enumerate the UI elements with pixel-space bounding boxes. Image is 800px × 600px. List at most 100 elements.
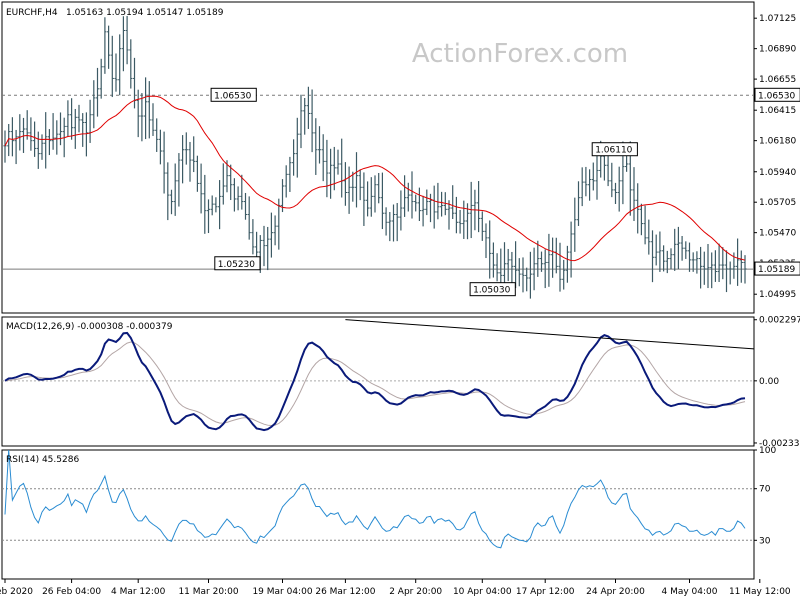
price-bar xyxy=(636,183,640,234)
price-bar xyxy=(643,205,647,245)
price-y-tick-label: 1.07125 xyxy=(759,14,796,24)
price-bar xyxy=(366,181,370,217)
price-bar xyxy=(517,258,521,287)
price-bar xyxy=(440,191,444,217)
price-bar xyxy=(654,234,658,266)
price-bar xyxy=(343,162,347,206)
price-bar xyxy=(210,195,214,216)
price-bar xyxy=(347,166,351,214)
price-bar xyxy=(617,166,621,212)
price-bar xyxy=(158,129,162,165)
x-tick-label: 2 Apr 20:00 xyxy=(389,587,442,597)
price-bar xyxy=(569,221,573,278)
price-bar xyxy=(321,134,325,182)
price-bar xyxy=(391,204,396,242)
price-bar xyxy=(436,182,440,220)
price-bar xyxy=(573,197,577,252)
x-tick-label: 4 Mar 12:00 xyxy=(111,587,166,597)
price-bar xyxy=(173,163,177,216)
price-bar xyxy=(310,89,314,153)
rsi-panel-frame xyxy=(1,449,755,580)
price-bar xyxy=(580,167,584,207)
price-callout-text: 1.06530 xyxy=(214,91,251,101)
rsi-y-tick-label: 30 xyxy=(759,536,771,546)
price-bar xyxy=(736,238,740,286)
macd-y-tick-label: 0.00 xyxy=(759,377,779,387)
symbol-label: EURCHF,H4 xyxy=(6,8,58,18)
price-bar xyxy=(706,243,710,289)
price-level-badge-box xyxy=(754,261,800,276)
price-bar xyxy=(55,120,59,155)
price-bar xyxy=(155,118,159,152)
price-bar xyxy=(236,186,240,211)
price-bar xyxy=(610,162,614,198)
price-bar xyxy=(625,155,629,172)
price-level-badge: 1.06530 xyxy=(754,87,800,102)
price-bar xyxy=(325,139,329,198)
price-bar xyxy=(162,131,166,194)
price-callout-box xyxy=(214,256,261,271)
price-bar xyxy=(10,117,14,157)
price-bar xyxy=(576,181,581,226)
price-bar xyxy=(547,233,551,287)
price-bar xyxy=(369,177,373,217)
macd-trendline xyxy=(345,319,755,350)
price-bar xyxy=(506,248,510,282)
price-bar xyxy=(488,220,492,279)
price-bar xyxy=(514,241,518,289)
rsi-line xyxy=(4,449,746,549)
price-bar xyxy=(543,249,547,289)
price-bar xyxy=(306,86,310,129)
price-bar xyxy=(18,114,22,151)
price-bar xyxy=(484,223,488,259)
price-bar xyxy=(214,197,218,213)
price-bar xyxy=(713,250,717,282)
price-bar xyxy=(691,252,695,272)
price-bar xyxy=(192,136,196,173)
price-bar xyxy=(188,141,192,182)
price-bar xyxy=(351,171,355,202)
price-bar xyxy=(373,175,377,213)
price-y-tick-label: 1.05940 xyxy=(759,168,796,178)
price-bar xyxy=(595,153,599,200)
price-bar xyxy=(665,250,669,274)
price-bar xyxy=(262,225,266,267)
price-bar xyxy=(99,58,103,99)
price-bar xyxy=(680,235,684,261)
price-bar xyxy=(288,156,292,192)
price-bar xyxy=(273,215,277,246)
price-level-badge: 1.05189 xyxy=(754,261,800,276)
price-bar xyxy=(399,190,403,231)
x-tick-label: 11 May 12:00 xyxy=(729,587,791,597)
price-level-badge-text: 1.05189 xyxy=(758,265,795,275)
price-bar xyxy=(73,108,77,149)
price-bar xyxy=(650,230,655,283)
price-bar xyxy=(7,124,11,157)
price-bar xyxy=(44,112,48,169)
price-bar xyxy=(199,163,203,214)
price-callout-text: 1.05230 xyxy=(218,260,255,270)
price-bar xyxy=(591,162,595,191)
price-bar xyxy=(451,185,455,220)
macd-panel-frame xyxy=(1,316,755,447)
price-y-tick-label: 1.06890 xyxy=(759,45,796,55)
price-bar xyxy=(336,149,340,175)
x-tick-label: 26 Feb 04:00 xyxy=(42,587,101,597)
price-bar xyxy=(388,211,392,242)
x-tick-label: 24 Apr 20:00 xyxy=(586,587,645,597)
rsi-y-tick-label: 70 xyxy=(759,485,771,495)
price-bar xyxy=(528,251,532,299)
price-bar xyxy=(395,203,399,242)
x-tick-label: 18 Feb 2020 xyxy=(0,587,33,597)
price-bar xyxy=(243,192,248,220)
price-bar xyxy=(354,152,359,208)
price-bar xyxy=(584,166,588,197)
price-bar xyxy=(51,113,55,150)
price-callout-box xyxy=(210,87,257,102)
price-bar xyxy=(114,53,118,92)
price-bar xyxy=(447,200,451,230)
price-bar xyxy=(269,212,273,258)
price-bar xyxy=(647,219,651,255)
price-bar xyxy=(3,130,7,163)
